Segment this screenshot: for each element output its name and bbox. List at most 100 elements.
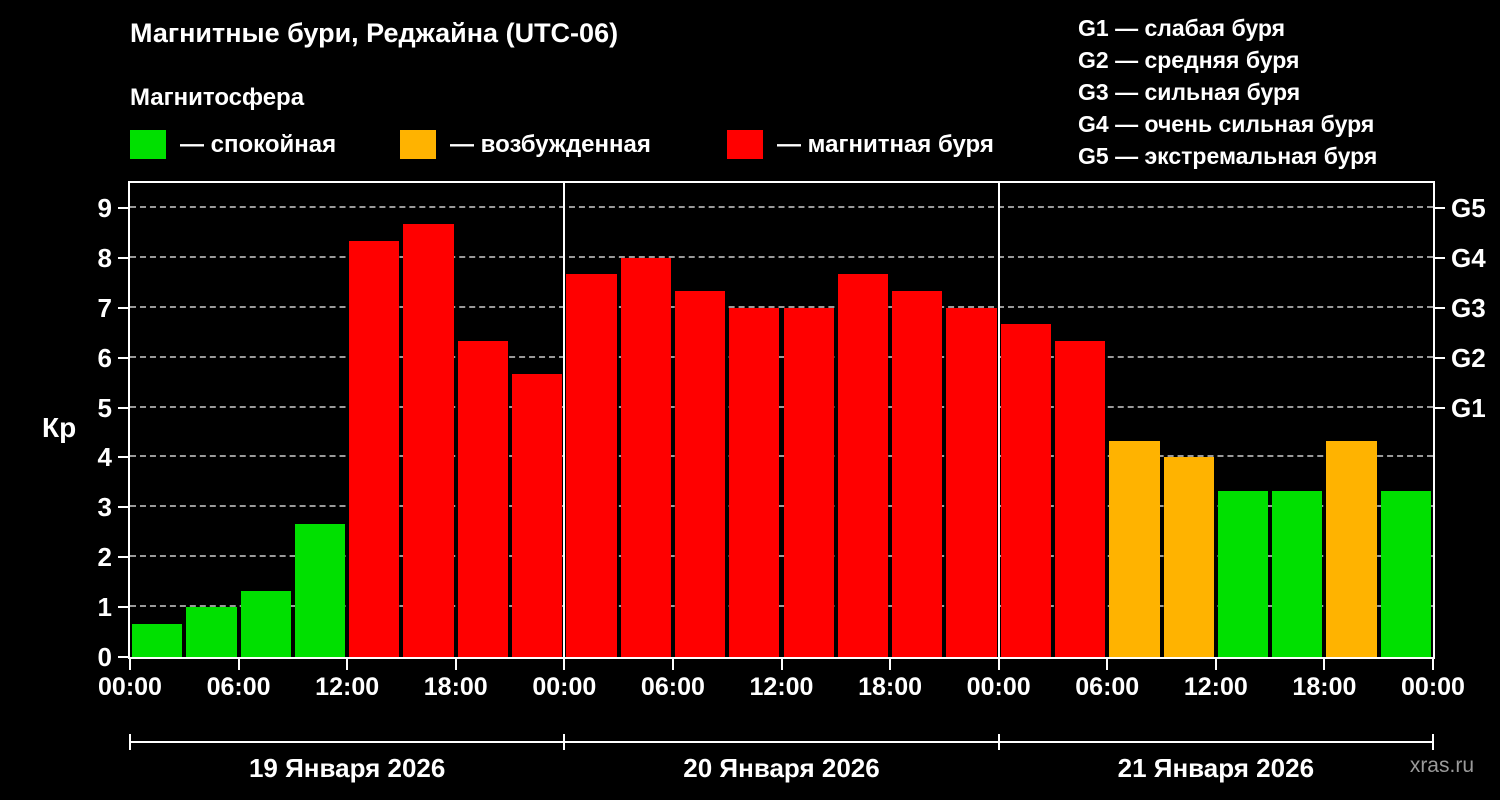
x-axis-tick-label: 00:00 [1401,673,1465,701]
right-axis-tick [1435,256,1445,259]
x-axis-tick-label: 18:00 [858,673,923,701]
kp-bar [1109,440,1160,657]
x-axis-tick [454,659,457,670]
x-axis-tick-label: 12:00 [749,673,814,701]
y-axis-tick [118,356,128,359]
kp-bar [566,274,617,657]
right-axis-tick [1435,306,1445,309]
y-axis-tick [118,256,128,259]
day-label: 19 Января 2026 [248,753,446,783]
legend-item-calm: — спокойная [130,130,336,159]
g-scale-legend: G1 — слабая буря G2 — средняя буря G3 — … [1078,12,1377,172]
x-axis-tick-label: 06:00 [206,673,271,701]
y-axis-tick [118,556,128,559]
kp-bar [1000,324,1051,657]
gridline [130,205,1433,208]
kp-bar [403,224,454,657]
right-axis-tick [1435,406,1445,409]
x-axis-tick-label: 12:00 [1183,673,1248,701]
gridline [130,405,1433,408]
g-level-label: G1 [1451,392,1486,423]
day-label: 20 Января 2026 [683,753,880,783]
day-axis-tick [997,734,1000,750]
x-axis-tick [129,659,131,670]
kp-bar [1272,490,1323,657]
y-axis-tick-label: 3 [97,492,112,523]
g2-legend-line: G2 — средняя буря [1078,47,1300,73]
day-label: 21 Января 2026 [1117,753,1315,783]
storm-color-swatch [727,130,763,159]
storm-label: — магнитная буря [777,130,994,158]
x-axis-tick [1106,659,1109,670]
kp-bar [1326,440,1377,657]
gridline [130,505,1433,508]
kp-bar [132,623,183,657]
g-level-label: G3 [1451,292,1486,323]
gridline [130,305,1433,308]
y-axis-tick [118,606,128,609]
g-level-label: G2 [1451,342,1486,373]
y-axis-tick [118,506,128,509]
kp-bar [783,307,834,657]
day-axis-tick [1432,734,1434,750]
x-axis-tick [889,659,892,670]
day-separator [997,183,1000,657]
gridline [130,605,1433,608]
gridline [130,355,1433,358]
gridline [130,255,1433,258]
kp-bar [1163,457,1214,657]
g3-legend-line: G3 — сильная буря [1078,79,1301,105]
y-axis-tick-label: 5 [97,392,112,423]
x-axis-tick [780,659,783,670]
x-axis-tick-label: 06:00 [640,673,705,701]
kp-bar [512,374,563,657]
y-axis-tick-label: 4 [97,442,112,473]
magnetosphere-label: Магнитосфера [130,84,305,111]
x-axis-tick-label: 12:00 [315,673,380,701]
kp-bar [1217,490,1269,657]
kp-bar [186,607,237,657]
y-axis-tick-label: 1 [97,592,112,623]
y-axis-tick-label: 8 [97,242,112,273]
kp-bar [674,291,726,657]
legend-item-storm: — магнитная буря [727,130,994,159]
x-axis-tick [237,659,240,670]
y-axis-tick [118,206,128,209]
legend-item-excited: — возбужденная [400,130,651,159]
x-axis-tick-label: 00:00 [966,673,1031,701]
y-axis-tick-label: 6 [97,342,112,373]
g1-legend-line: G1 — слабая буря [1078,15,1286,41]
gridline [130,555,1433,558]
kp-bar [294,523,346,657]
y-axis-tick [118,306,128,309]
watermark-link[interactable]: xras.ru [1409,754,1474,777]
kp-bar [946,307,997,657]
x-axis-tick [1432,659,1434,670]
excited-color-swatch [400,130,436,159]
x-axis-tick-label: 00:00 [98,673,162,701]
day-axis-tick [129,734,131,750]
y-axis-tick-label: 9 [97,192,112,223]
y-axis-tick [118,456,128,459]
plot-area: 0 1 2 3 4 5 6 7 8 9 G5 G4 G3 G2 G1 00:00 06:00 12:00 18:00… [98,181,1486,783]
day-separator [563,183,566,657]
y-axis-tick-label: 2 [97,542,112,573]
x-axis-tick-label: 06:00 [1075,673,1140,701]
g-level-label: G4 [1451,242,1486,273]
day-axis-tick [563,734,566,750]
kp-bar [457,341,509,657]
calm-label: — спокойная [180,130,337,158]
x-axis-tick-label: 18:00 [1292,673,1357,701]
x-axis-tick-label: 18:00 [423,673,488,701]
kp-bar [729,307,780,657]
kp-bar [240,590,291,657]
excited-label: — возбужденная [450,130,651,158]
kp-bar [1054,341,1106,657]
day-axis-line [130,741,1433,743]
x-axis-tick-label: 00:00 [532,673,597,701]
y-axis-title: Кр [42,412,77,443]
x-axis-tick [346,659,349,670]
kp-bar [837,274,889,657]
y-axis-tick-label: 7 [97,292,112,323]
